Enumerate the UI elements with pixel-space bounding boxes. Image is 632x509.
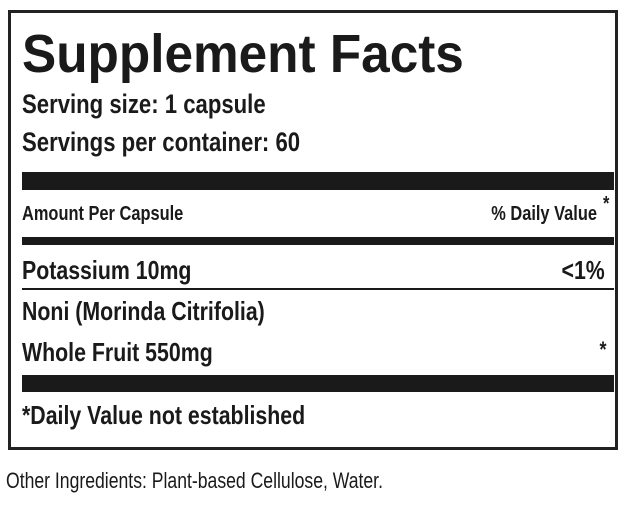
daily-value-asterisk: * <box>603 193 610 215</box>
medium-divider <box>22 237 614 245</box>
thick-divider <box>22 172 614 190</box>
daily-value-label: % Daily Value <box>491 203 597 225</box>
amount-per-capsule-label: Amount Per Capsule <box>22 203 184 225</box>
row-noni-label: Noni (Morinda Citrifolia) <box>22 296 265 326</box>
panel-title: Supplement Facts <box>22 24 464 84</box>
row-whole-fruit-label: Whole Fruit 550mg <box>22 337 213 367</box>
row-whole-fruit-dv: * <box>599 337 607 362</box>
other-ingredients: Other Ingredients: Plant-based Cellulose… <box>6 468 383 493</box>
thick-divider-bottom <box>22 375 614 392</box>
footnote: *Daily Value not established <box>22 400 306 430</box>
serving-size: Serving size: 1 capsule <box>22 89 266 119</box>
row-potassium-label: Potassium 10mg <box>22 255 192 285</box>
row-potassium-dv: <1% <box>561 255 605 285</box>
thin-divider <box>22 288 614 290</box>
servings-per-container: Servings per container: 60 <box>22 127 301 157</box>
supplement-facts-panel: Supplement Facts Serving size: 1 capsule… <box>8 10 618 450</box>
